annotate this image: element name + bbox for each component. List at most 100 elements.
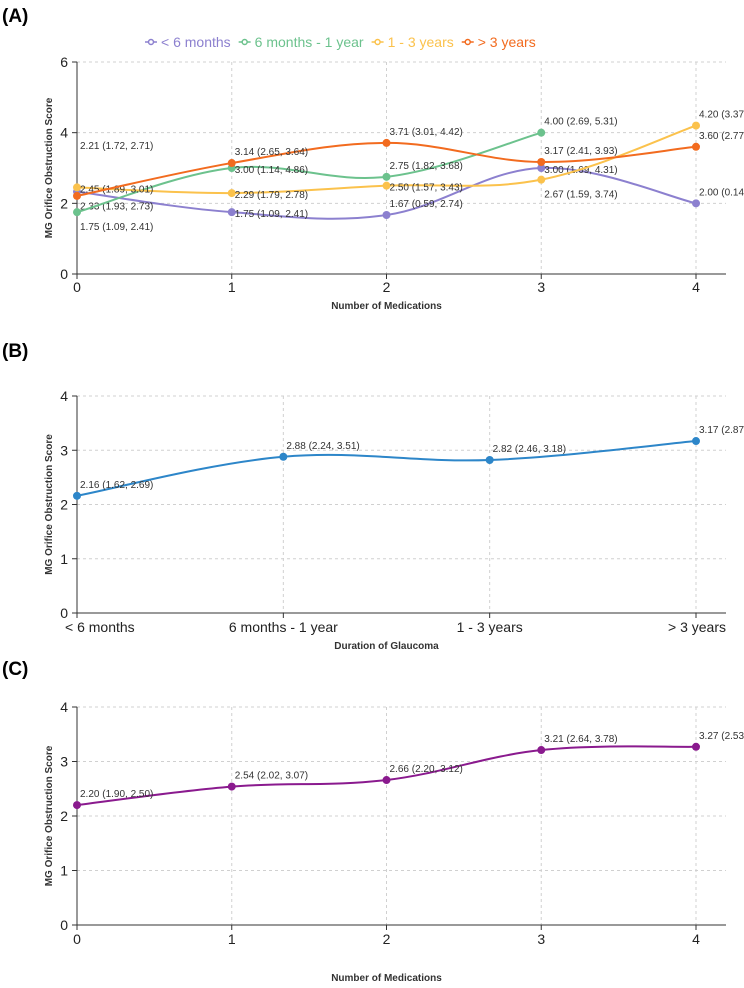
data-point: [692, 742, 700, 751]
data-point: [537, 128, 546, 137]
y-tick-label: 4: [60, 125, 68, 141]
data-point: [382, 138, 391, 147]
data-label: 3.17 (2.87, 3.47): [699, 425, 744, 436]
series--6-months: 2.33 (1.93, 2.73) 1.75 (1.09, 2.41) 1.67 (…: [73, 164, 744, 220]
x-tick-label: 1: [228, 931, 236, 947]
legend-label: < 6 months: [161, 34, 231, 50]
data-label: 2.82 (2.46, 3.18): [493, 444, 566, 455]
y-tick-label: 2: [60, 195, 68, 211]
data-point: [692, 142, 700, 151]
legend-label: 6 months - 1 year: [255, 34, 364, 50]
x-tick-label: 0: [73, 279, 81, 295]
legend-item: > 3 years: [461, 34, 536, 50]
y-tick-label: 3: [60, 754, 68, 770]
y-tick-label: 1: [60, 551, 68, 567]
data-label: 3.14 (2.65, 3.64): [235, 147, 308, 158]
series--3-years: 2.21 (1.72, 2.71) 3.14 (2.65, 3.64) 3.71 (…: [73, 127, 744, 200]
series-1-3-years: 2.45 (1.89, 3.01) 2.29 (1.79, 2.78) 2.50 (…: [73, 110, 744, 201]
data-point: [73, 191, 81, 200]
y-tick-label: 6: [60, 54, 68, 70]
data-point: [382, 181, 391, 190]
panel-label: (A): [2, 6, 28, 27]
chart-panel-0: (A) 0 2 4 6 0 1 2 3 4 Number of Medications MG Orif…: [2, 6, 744, 312]
data-label: 1.75 (1.09, 2.41): [80, 222, 153, 233]
data-label: 3.71 (3.01, 4.42): [390, 127, 463, 138]
x-tick-label: 4: [692, 279, 700, 295]
data-point: [227, 189, 236, 198]
x-axis-title: Number of Medications: [331, 973, 442, 984]
x-tick-label: 2: [383, 931, 391, 947]
legend-item: 1 - 3 years: [371, 34, 454, 50]
data-label: 2.66 (2.20, 3.12): [390, 764, 463, 775]
series-line: [76, 131, 542, 214]
x-tick-label: 3: [537, 931, 545, 947]
series-overall: 2.16 (1.62, 2.69) 2.88 (2.24, 3.51) 2.82 (…: [73, 425, 744, 500]
data-label: 2.20 (1.90, 2.50): [80, 789, 153, 800]
data-point: [692, 437, 700, 446]
legend-marker-icon: [374, 38, 381, 46]
data-point: [537, 746, 546, 755]
data-point: [73, 183, 81, 192]
y-tick-label: 3: [60, 442, 68, 458]
data-label: 4.20 (3.37, 5.03): [699, 110, 744, 121]
legend: < 6 months 6 months - 1 year 1 - 3 years > …: [145, 34, 536, 50]
data-point: [73, 801, 81, 810]
data-point: [73, 491, 81, 500]
data-point: [485, 456, 494, 465]
data-label: 3.27 (2.53, 4.00): [699, 731, 744, 742]
data-point: [382, 172, 391, 181]
data-label: 1.75 (1.09, 2.41): [235, 209, 308, 220]
data-label: 4.00 (2.69, 5.31): [544, 117, 617, 128]
x-tick-label: 0: [73, 931, 81, 947]
y-axis-title: MG Orifice Obstruction Score: [44, 745, 55, 886]
legend-marker-icon: [147, 38, 155, 46]
y-tick-label: 0: [60, 266, 68, 282]
data-point: [692, 199, 700, 208]
legend-label: 1 - 3 years: [388, 34, 454, 50]
chart-panel-1: (B) 0 1 2 3 4 < 6 months 6 months - 1 year 1 - 3…: [2, 341, 744, 652]
legend-marker-icon: [241, 38, 248, 46]
y-tick-label: 4: [60, 699, 68, 715]
x-tick-label: 1: [228, 279, 236, 295]
data-point: [537, 164, 546, 172]
x-tick-label: 2: [383, 279, 391, 295]
x-tick-label: 4: [692, 931, 700, 947]
data-label: 2.50 (1.57, 3.43): [390, 183, 463, 194]
data-label: 3.17 (2.41, 3.93): [544, 146, 617, 157]
data-label: 3.00 (1.14, 4.86): [235, 165, 308, 176]
data-label: 3.60 (2.77, 4.43): [699, 131, 744, 142]
legend-item: < 6 months: [145, 34, 231, 50]
x-tick-label: < 6 months: [65, 619, 135, 635]
chart-panel-2: (C) 0 1 2 3 4 0 1 2 3 4 Number of Medications MG Ori…: [2, 659, 744, 984]
data-label: 2.88 (2.24, 3.51): [286, 441, 359, 452]
data-label: 1.67 (0.59, 2.74): [390, 199, 463, 210]
y-tick-label: 2: [60, 497, 68, 513]
data-label: 3.00 (1.69, 4.31): [544, 165, 617, 176]
legend-marker-icon: [464, 38, 471, 46]
data-label: 2.54 (2.02, 3.07): [235, 771, 308, 782]
y-axis-title: MG Orifice Obstruction Score: [44, 97, 55, 238]
data-point: [537, 157, 546, 166]
data-point: [382, 776, 391, 785]
x-axis-title: Number of Medications: [331, 301, 442, 312]
x-tick-label: 6 months - 1 year: [229, 619, 338, 635]
data-point: [692, 121, 700, 130]
series-overall: 2.20 (1.90, 2.50) 2.54 (2.02, 3.07) 2.66 (…: [73, 731, 744, 810]
data-label: 2.33 (1.93, 2.73): [80, 202, 153, 213]
data-label: 2.29 (1.79, 2.78): [235, 190, 308, 201]
data-point: [73, 208, 81, 217]
data-point: [227, 782, 236, 791]
data-point: [227, 208, 236, 217]
data-label: 2.45 (1.89, 3.01): [80, 184, 153, 195]
x-tick-label: > 3 years: [668, 619, 726, 635]
y-axis-title: MG Orifice Obstruction Score: [44, 434, 55, 575]
y-tick-label: 0: [60, 605, 68, 621]
data-label: 3.21 (2.64, 3.78): [544, 734, 617, 745]
x-axis-title: Duration of Glaucoma: [334, 641, 439, 652]
data-point: [279, 452, 288, 461]
y-tick-label: 1: [60, 863, 68, 879]
x-tick-label: 1 - 3 years: [457, 619, 523, 635]
data-point: [537, 175, 546, 184]
panel-label: (C): [2, 659, 28, 680]
